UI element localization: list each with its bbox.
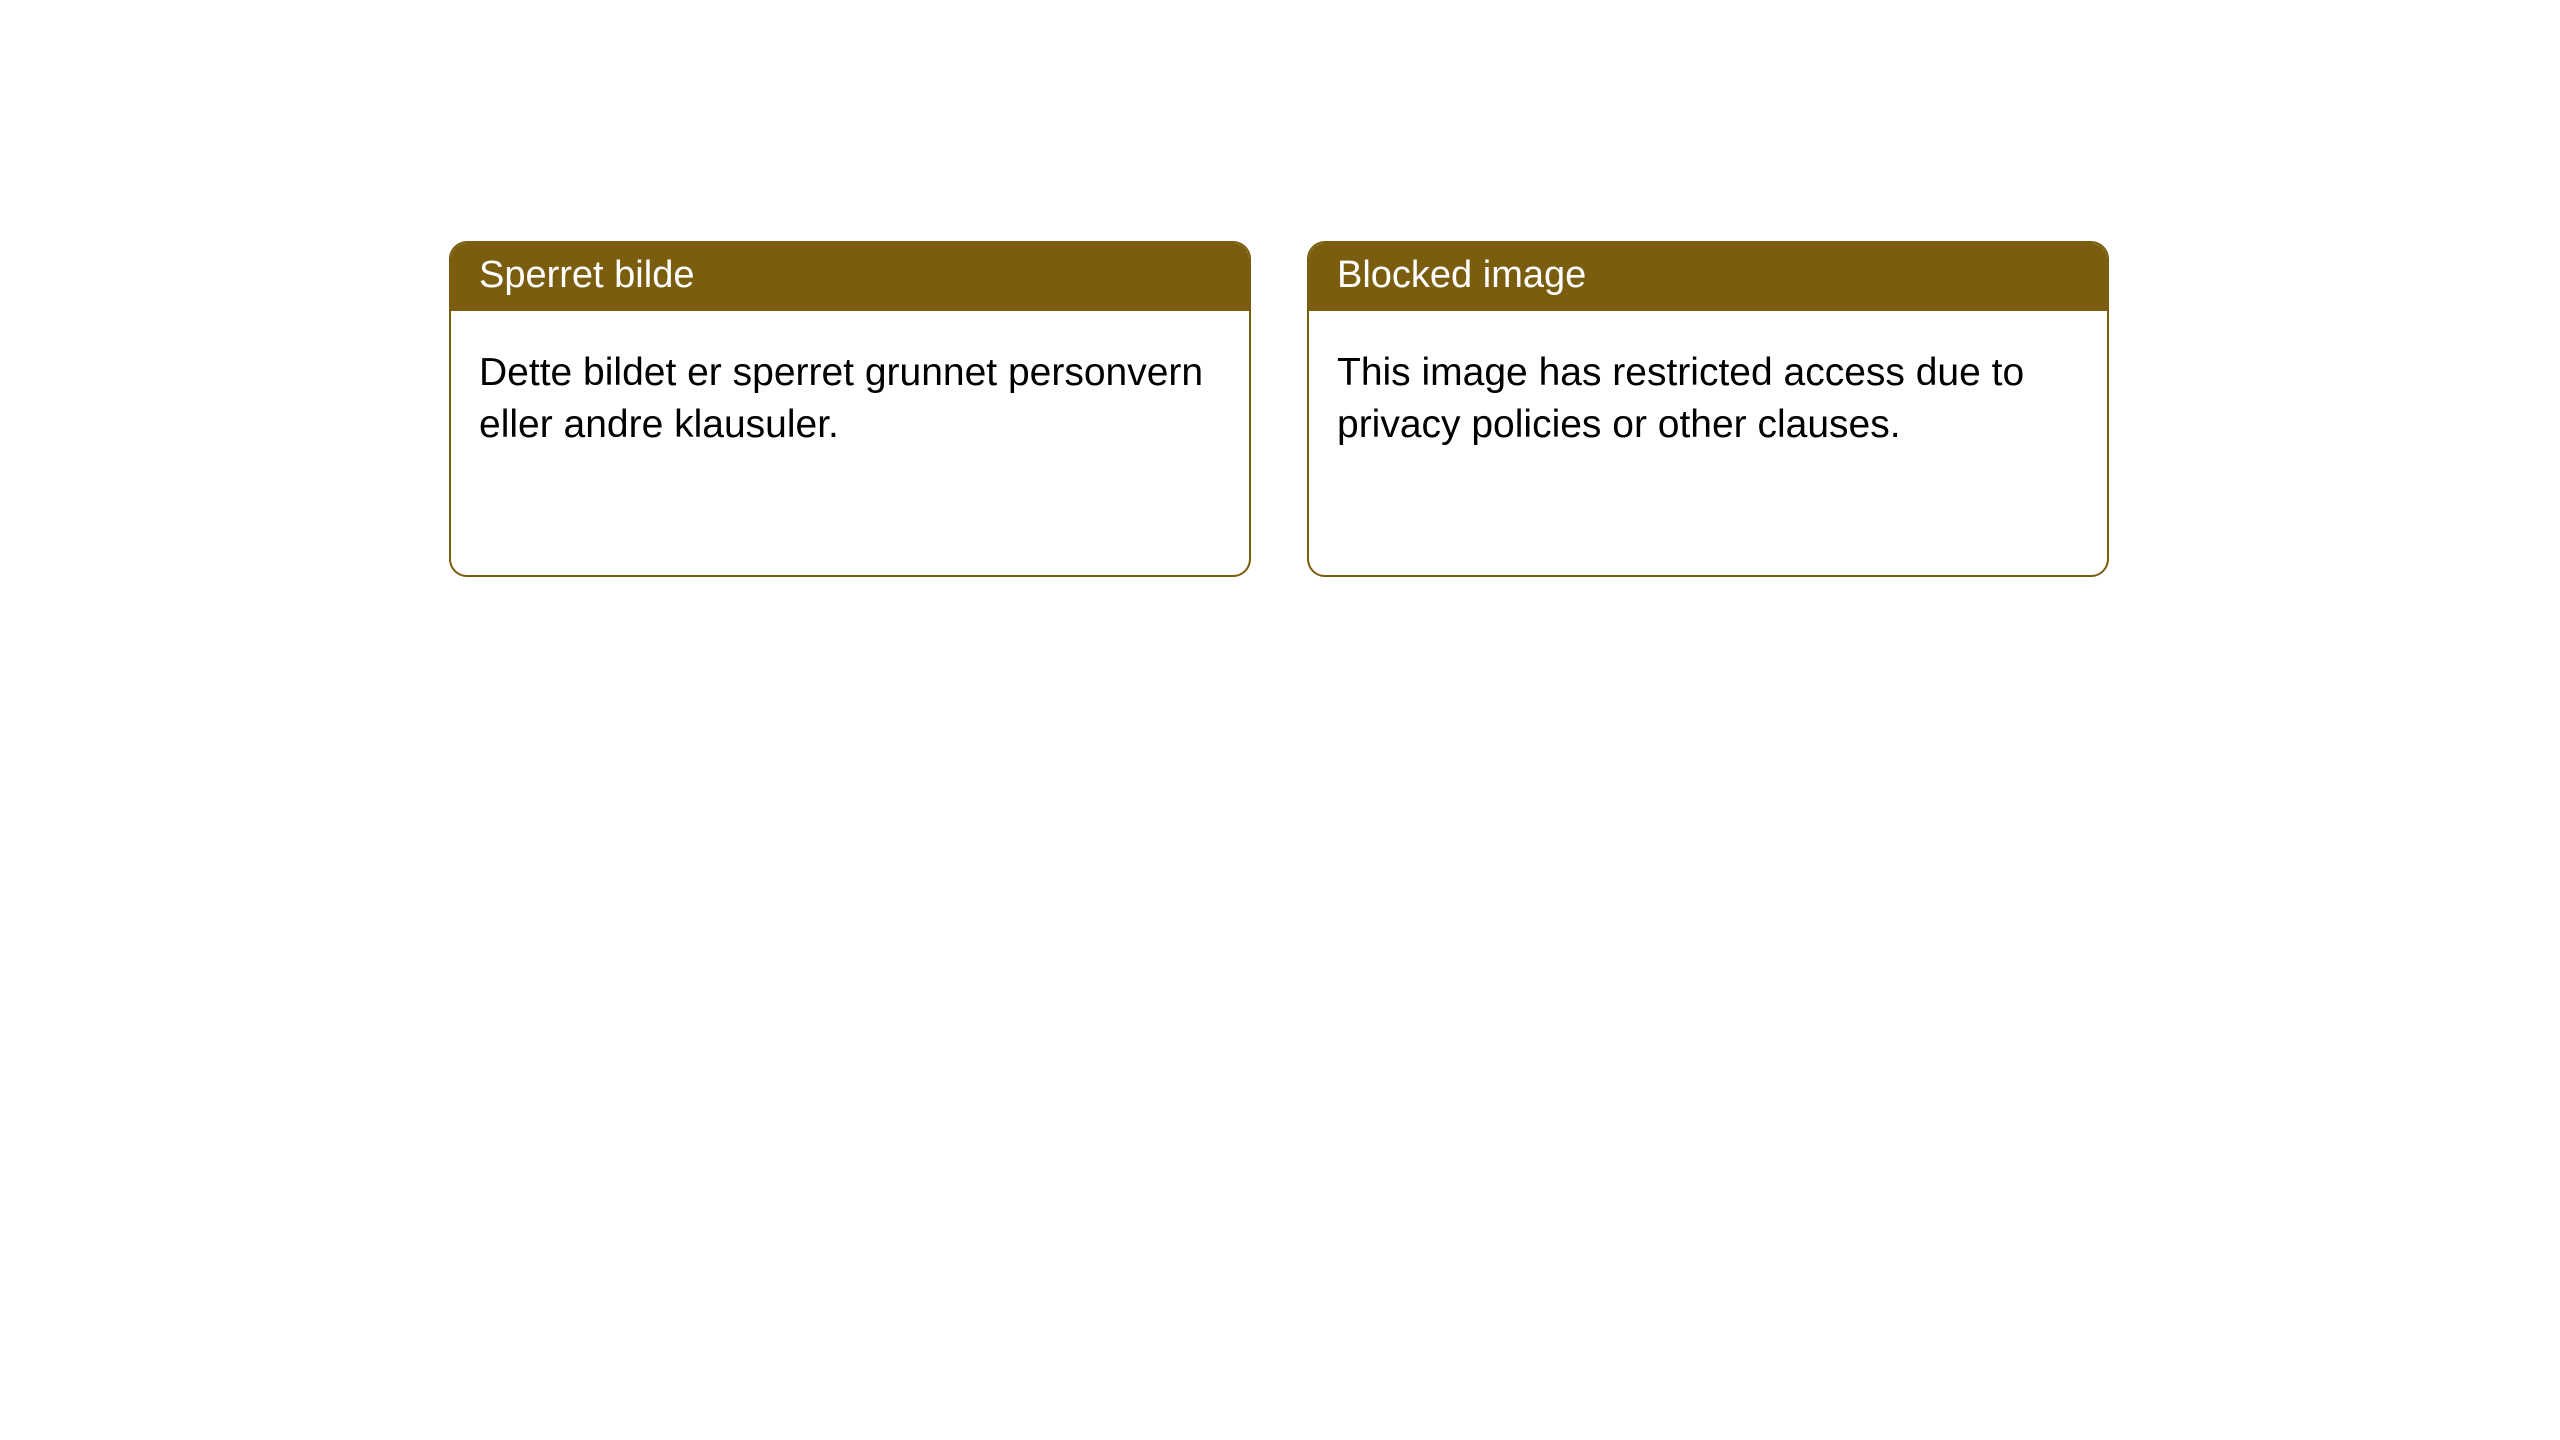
- blocked-image-card-no: Sperret bilde Dette bildet er sperret gr…: [449, 241, 1251, 577]
- card-header-en: Blocked image: [1309, 243, 2107, 311]
- card-header-no: Sperret bilde: [451, 243, 1249, 311]
- notice-container: Sperret bilde Dette bildet er sperret gr…: [0, 0, 2560, 577]
- card-body-en: This image has restricted access due to …: [1309, 311, 2107, 480]
- card-body-no: Dette bildet er sperret grunnet personve…: [451, 311, 1249, 480]
- blocked-image-card-en: Blocked image This image has restricted …: [1307, 241, 2109, 577]
